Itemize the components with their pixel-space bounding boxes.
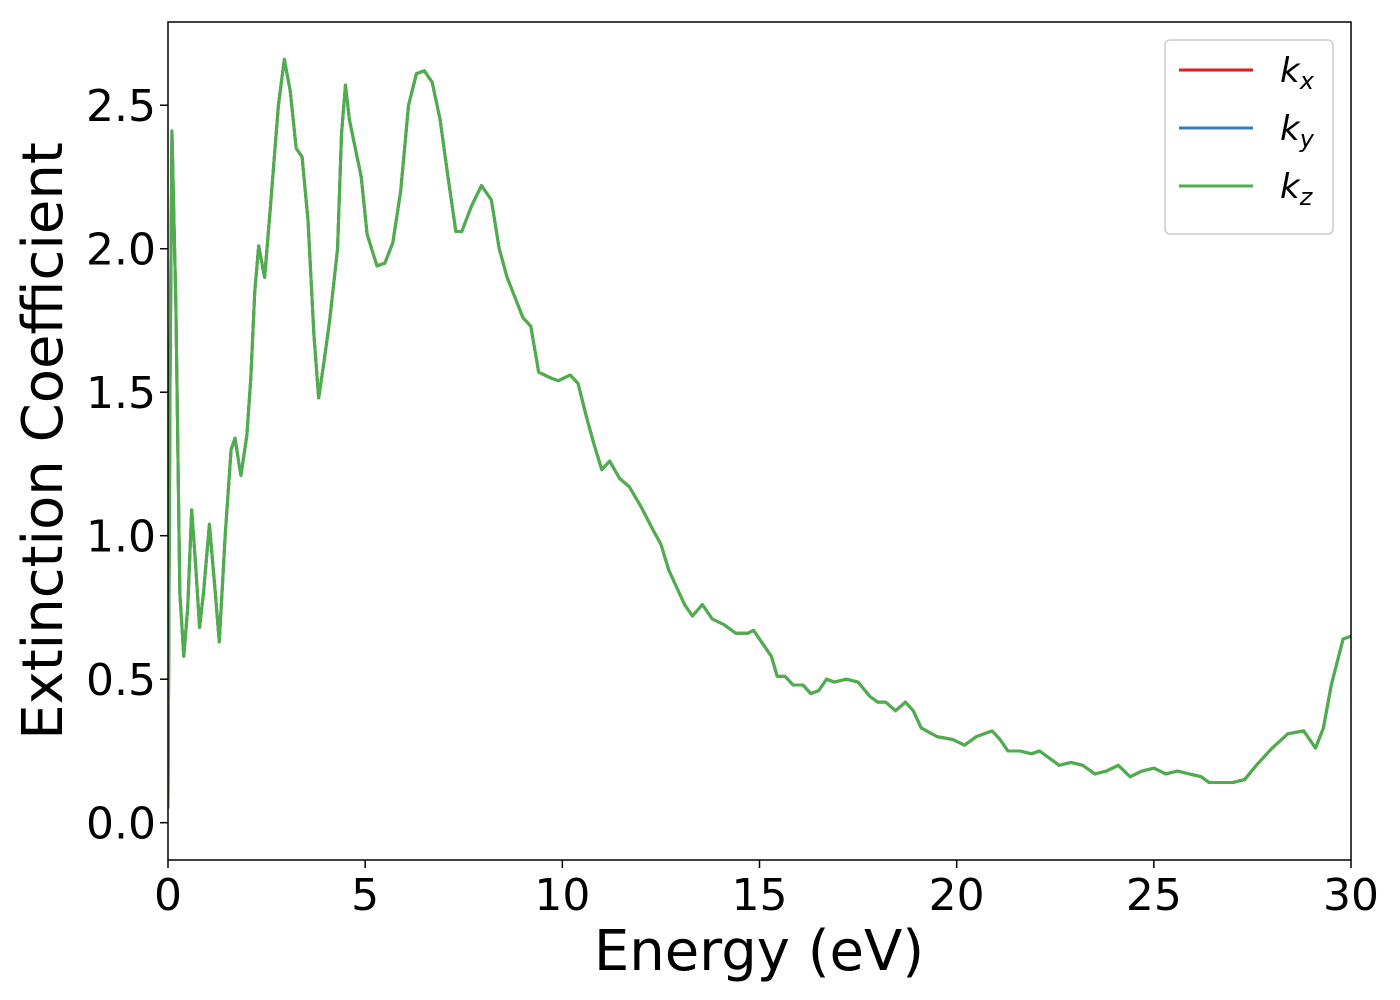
y-tick-label: 0.0 bbox=[86, 799, 156, 850]
y-tick-label: 1.0 bbox=[86, 512, 156, 563]
x-tick-label: 25 bbox=[1126, 870, 1182, 921]
legend-label: kx bbox=[1280, 51, 1315, 95]
x-axis-label: Energy (eV) bbox=[594, 919, 924, 984]
x-tick-label: 20 bbox=[929, 870, 985, 921]
y-tick-label: 0.5 bbox=[86, 655, 156, 706]
x-tick-label: 0 bbox=[154, 870, 182, 921]
x-tick-label: 5 bbox=[351, 870, 379, 921]
x-tick-label: 30 bbox=[1323, 870, 1379, 921]
x-tick-label: 10 bbox=[534, 870, 590, 921]
y-axis-label: Extinction Coefficient bbox=[11, 142, 76, 740]
data-line bbox=[168, 57, 1351, 809]
plot-frame bbox=[167, 21, 1352, 861]
x-tick-label: 15 bbox=[732, 870, 788, 921]
y-tick-label: 1.5 bbox=[86, 368, 156, 419]
y-tick-label: 2.5 bbox=[86, 81, 156, 132]
legend-label: kz bbox=[1280, 167, 1314, 211]
y-tick-label: 2.0 bbox=[86, 225, 156, 276]
legend-label: ky bbox=[1280, 109, 1315, 153]
